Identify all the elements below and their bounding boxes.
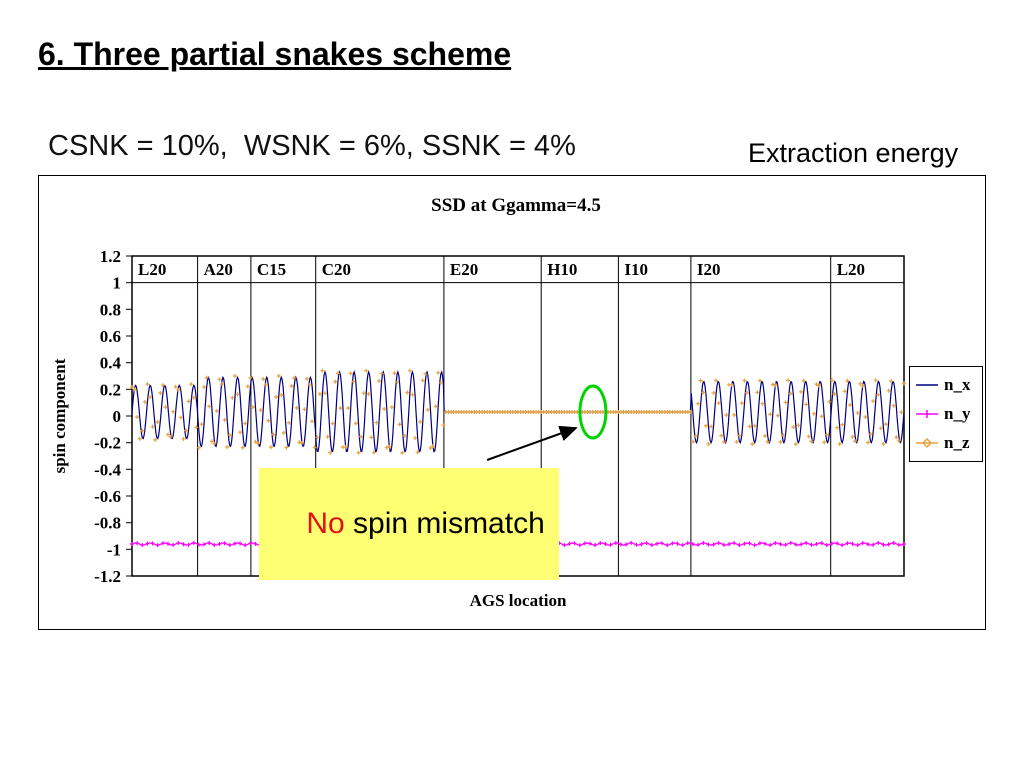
- section-label: C15: [257, 260, 286, 279]
- legend-item-nz: n_z: [915, 433, 977, 453]
- y-tick-label: -1.2: [94, 567, 121, 586]
- y-tick-label: 0.8: [100, 300, 121, 319]
- callout-prefix: No: [306, 507, 345, 540]
- y-tick-label: 1: [113, 274, 122, 293]
- highlight-ellipse: [578, 384, 608, 440]
- chart-legend: n_x n_y n_z: [909, 366, 983, 462]
- y-tick-label: 0: [113, 407, 122, 426]
- section-label: L20: [837, 260, 865, 279]
- snake-params-text: CSNK = 10%, WSNK = 6%, SSNK = 4%: [48, 130, 576, 162]
- legend-label-nz: n_z: [944, 433, 970, 452]
- y-tick-label: -0.6: [94, 487, 121, 506]
- legend-item-nx: n_x: [915, 375, 977, 395]
- y-tick-label: -0.2: [94, 434, 121, 453]
- y-tick-label: 0.2: [100, 380, 121, 399]
- y-tick-label: 0.6: [100, 327, 121, 346]
- section-label: I20: [697, 260, 721, 279]
- y-tick-label: 1.2: [100, 247, 121, 266]
- slide-title: 6. Three partial snakes scheme: [38, 36, 512, 72]
- series-n_z-markers: [130, 368, 906, 455]
- legend-sample-nx-icon: [916, 384, 938, 386]
- y-tick-label: 0.4: [100, 354, 122, 373]
- section-label: L20: [138, 260, 166, 279]
- extraction-energy-label: Extraction energy: [748, 138, 959, 168]
- callout-text: spin mismatch: [344, 507, 545, 540]
- callout-arrow: [486, 425, 578, 461]
- legend-item-ny: n_y: [915, 404, 977, 424]
- legend-label-ny: n_y: [944, 404, 971, 423]
- section-label: C20: [322, 260, 351, 279]
- no-spin-mismatch-callout: No spin mismatch: [259, 468, 559, 580]
- legend-sample-ny-icon: [916, 410, 938, 418]
- y-tick-label: -1: [107, 540, 121, 559]
- y-tick-label: -0.8: [94, 514, 121, 533]
- legend-sample-nz-icon: [916, 437, 938, 449]
- x-axis-title: AGS location: [470, 591, 567, 610]
- section-label: H10: [547, 260, 577, 279]
- section-label: A20: [204, 260, 233, 279]
- chart-title: SSD at Ggamma=4.5: [431, 195, 601, 216]
- section-label: I10: [624, 260, 648, 279]
- chart-frame: SSD at Ggamma=4.5 AGS location spin comp…: [38, 175, 986, 630]
- section-label: E20: [450, 260, 478, 279]
- y-tick-label: -0.4: [94, 460, 121, 479]
- y-axis-title: spin component: [50, 358, 69, 473]
- legend-label-nx: n_x: [944, 375, 971, 394]
